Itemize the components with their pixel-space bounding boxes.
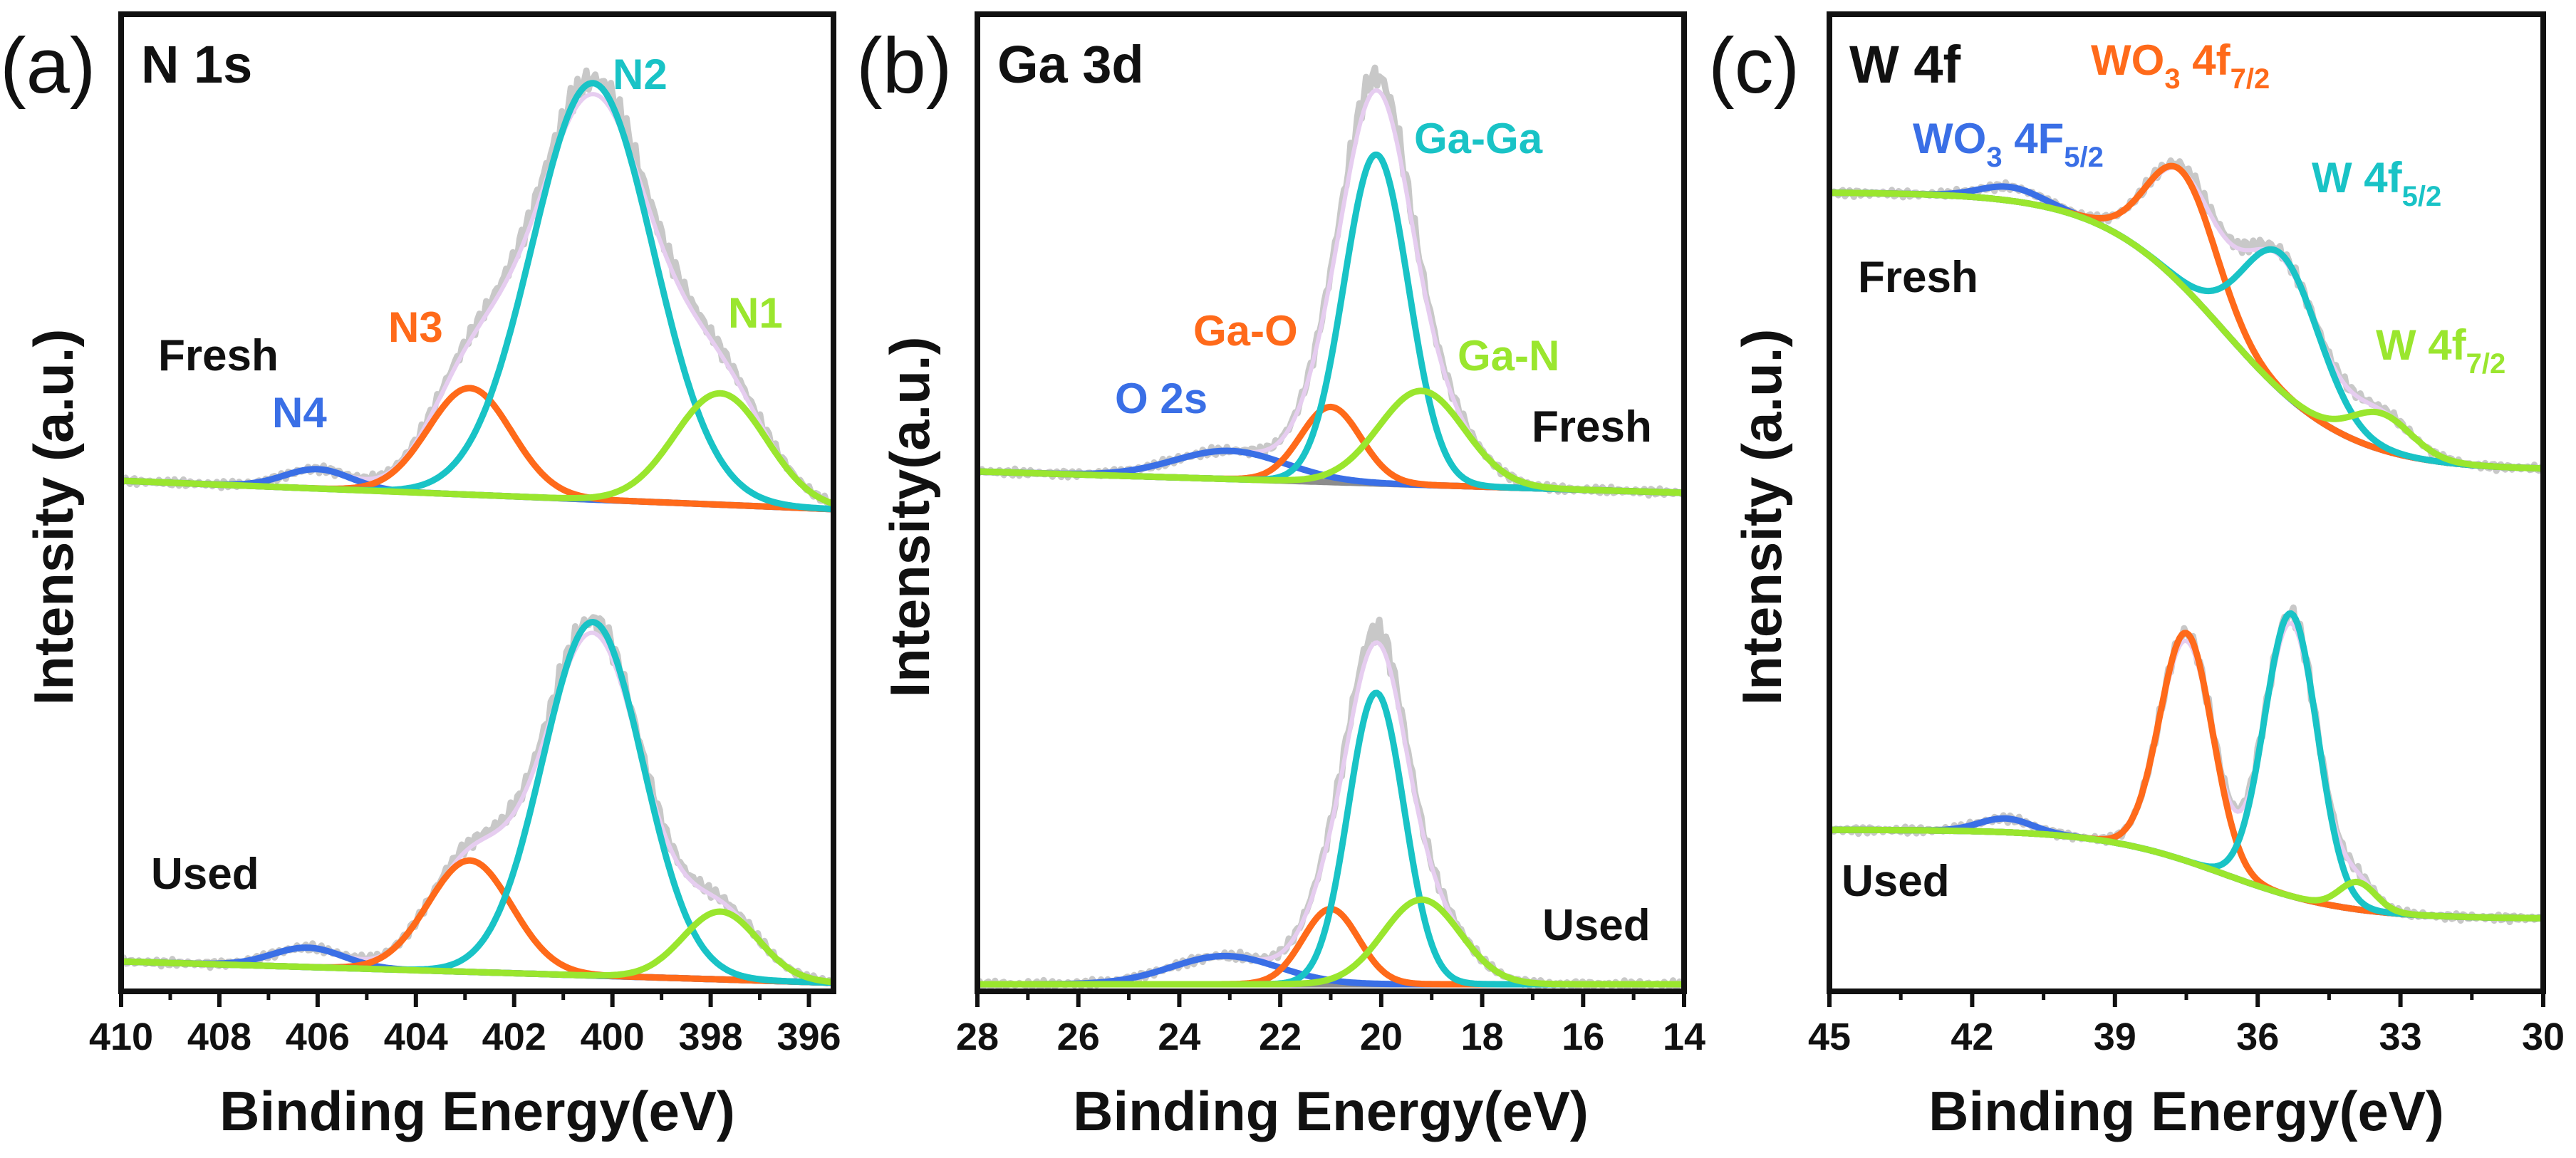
y-axis-title: Intensity(a.u.): [878, 336, 941, 697]
x-tick-label: 42: [1951, 1016, 1993, 1058]
x-tick-label: 400: [581, 1016, 645, 1058]
state-label-fresh: Fresh: [1858, 253, 1978, 302]
peak-w-4f7-2-used: [1829, 826, 2543, 922]
peak-ga-n-fresh: [977, 387, 1684, 496]
x-tick-label: 16: [1562, 1016, 1604, 1058]
plot-area: [1829, 157, 2543, 926]
peak-label: WO3 4f7/2: [2091, 36, 2270, 95]
core-level-title: N 1s: [141, 35, 252, 94]
x-axis-title: Binding Energy(eV): [1928, 1080, 2444, 1142]
y-axis-title: Intensity (a.u.): [22, 329, 85, 706]
x-tick-label: 14: [1663, 1016, 1705, 1058]
state-label-used: Used: [151, 850, 259, 899]
peak-label: Ga-O: [1193, 307, 1298, 355]
x-tick-label: 406: [286, 1016, 350, 1058]
x-tick-label: 30: [2522, 1016, 2565, 1058]
peak-label: W 4f5/2: [2312, 154, 2441, 212]
panel-letter: (a): [0, 22, 95, 110]
peak-label: N3: [388, 303, 443, 351]
core-level-title: Ga 3d: [997, 35, 1144, 94]
x-tick-label: 20: [1360, 1016, 1403, 1058]
core-level-title: W 4f: [1849, 35, 1961, 94]
peak-label: Ga-N: [1458, 332, 1559, 380]
panel-c: Fresh Used 45 42 39 36 33 30 Binding Energy(eV) I…: [1708, 11, 2565, 1142]
peak-ga-n-used: [977, 896, 1684, 988]
peak-n1-used: [121, 908, 833, 986]
peak-w-4f7-2-fresh: [1829, 189, 2543, 472]
peak-label: N1: [728, 289, 783, 337]
panel-letter: (b): [856, 22, 952, 110]
panel-b: Fresh Used 28 26 24 22 20 18 16 14 Binding Energy(…: [856, 11, 1705, 1142]
plot-frame: [118, 11, 836, 994]
peak-n1-fresh: [121, 390, 833, 507]
x-tick-label: 33: [2379, 1016, 2422, 1058]
x-tick-label: 45: [1808, 1016, 1851, 1058]
peak-label: N4: [272, 389, 327, 437]
plot-area: [977, 64, 1684, 991]
x-tick-label: 396: [777, 1016, 841, 1058]
x-tick-label: 36: [2236, 1016, 2279, 1058]
x-tick-label: 22: [1259, 1016, 1302, 1058]
x-tick-label: 26: [1057, 1016, 1100, 1058]
x-axis-title: Binding Energy(eV): [219, 1080, 735, 1142]
peak-label: N2: [613, 51, 668, 98]
x-tick-label: 410: [89, 1016, 153, 1058]
state-label-used: Used: [1542, 901, 1651, 950]
x-axis-title: Binding Energy(eV): [1073, 1080, 1589, 1142]
x-tick-label: 408: [187, 1016, 251, 1058]
panel-a: Fresh Used 410 408 406 404 402 400 398 396 Binding…: [0, 11, 841, 1142]
x-tick-label: 18: [1461, 1016, 1504, 1058]
panel-letter: (c): [1708, 22, 1799, 110]
peak-label: WO3 4F5/2: [1913, 115, 2104, 173]
peak-label: O 2s: [1115, 375, 1208, 422]
y-axis-title: Intensity (a.u.): [1730, 329, 1793, 706]
x-tick-label: 24: [1158, 1016, 1200, 1058]
x-tick-label: 39: [2094, 1016, 2136, 1058]
peak-label: Ga-Ga: [1414, 115, 1543, 162]
x-tick-label: 402: [482, 1016, 546, 1058]
state-label-used: Used: [1842, 857, 1950, 906]
peak-label: W 4f7/2: [2376, 321, 2505, 380]
x-tick-label: 398: [679, 1016, 743, 1058]
plot-area: [121, 67, 833, 986]
x-tick-label: 404: [384, 1016, 448, 1058]
state-label-fresh: Fresh: [1532, 402, 1652, 452]
x-tick-label: 28: [956, 1016, 999, 1058]
state-label-fresh: Fresh: [158, 331, 279, 380]
